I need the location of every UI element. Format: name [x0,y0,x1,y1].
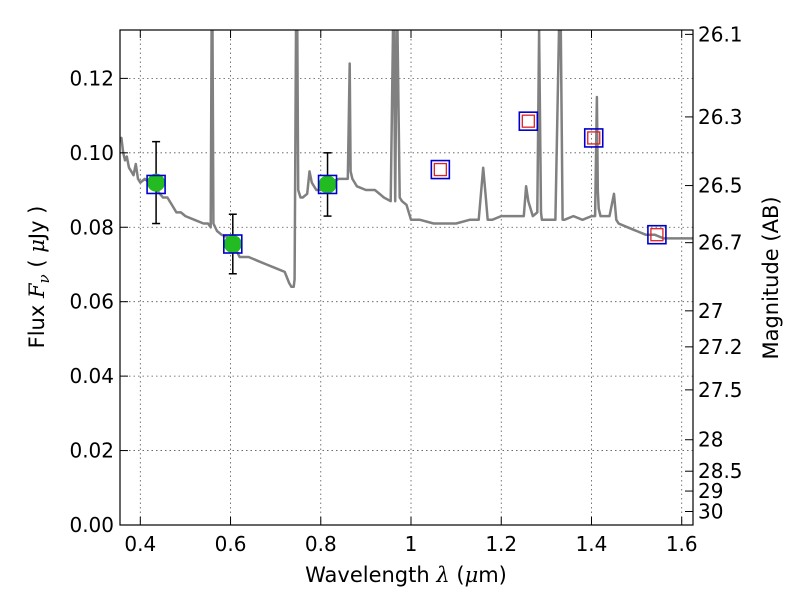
observed-point [147,173,166,192]
mag-tick-label: 26.7 [698,231,743,255]
model-square [647,224,667,245]
x-tick-label: 1.4 [576,532,608,556]
y-tick-label: 0.02 [69,439,114,463]
plot-frame [119,29,694,526]
mag-tick-label: 29 [698,479,723,503]
y-axis-label: Flux Fν ( μJy ) [25,206,53,349]
plot-area [120,30,693,289]
predicted-square [650,228,664,242]
y-tick-label: 0.08 [69,215,114,239]
predicted-square [587,131,601,145]
y-tick-label: 0.10 [69,141,114,165]
grid-lines [120,30,693,526]
mag-tick-label: 26.5 [698,174,743,198]
right-axis-label: Magnitude (AB) [759,196,783,359]
mag-tick-label: 30 [698,499,723,523]
model-square [146,174,166,195]
observed-point [318,175,337,194]
mag-tick-label: 26.3 [698,105,743,129]
spectrum-line [120,30,693,289]
mag-tick-label: 27 [698,299,723,323]
x-tick-label: 1 [405,532,418,556]
x-axis-label: Wavelength λ (μm) [305,563,507,587]
model-square [430,159,451,180]
mag-tick-label: 27.2 [698,335,743,359]
y-tick-label: 0.12 [69,66,114,90]
model-square [583,128,604,148]
x-tick-label: 0.8 [305,532,337,556]
y-tick-label: 0.06 [69,290,114,314]
x-tick-label: 0.6 [215,532,247,556]
observed-point [223,235,242,254]
model-square [518,111,539,131]
y-tick-label: 0.04 [69,364,114,388]
x-tick-label: 1.2 [485,532,517,556]
mag-tick-label: 28 [698,428,723,452]
mag-tick-label: 26.1 [698,22,743,46]
mag-tick-label: 27.5 [698,378,743,402]
predicted-square [521,114,535,128]
x-tick-label: 0.4 [124,532,156,556]
axis-ticks: 0.4 0.6 0.8 1 1.2 1.4 1.6 0.00 0.02 0.04 0.06 0.08 0… [69,22,742,556]
model-square [222,234,243,254]
x-tick-label: 1.6 [666,532,698,556]
predicted-square [433,162,447,177]
y-tick-label: 0.00 [69,513,114,537]
mag-tick-label: 28.5 [698,459,743,483]
model-square [317,174,338,195]
